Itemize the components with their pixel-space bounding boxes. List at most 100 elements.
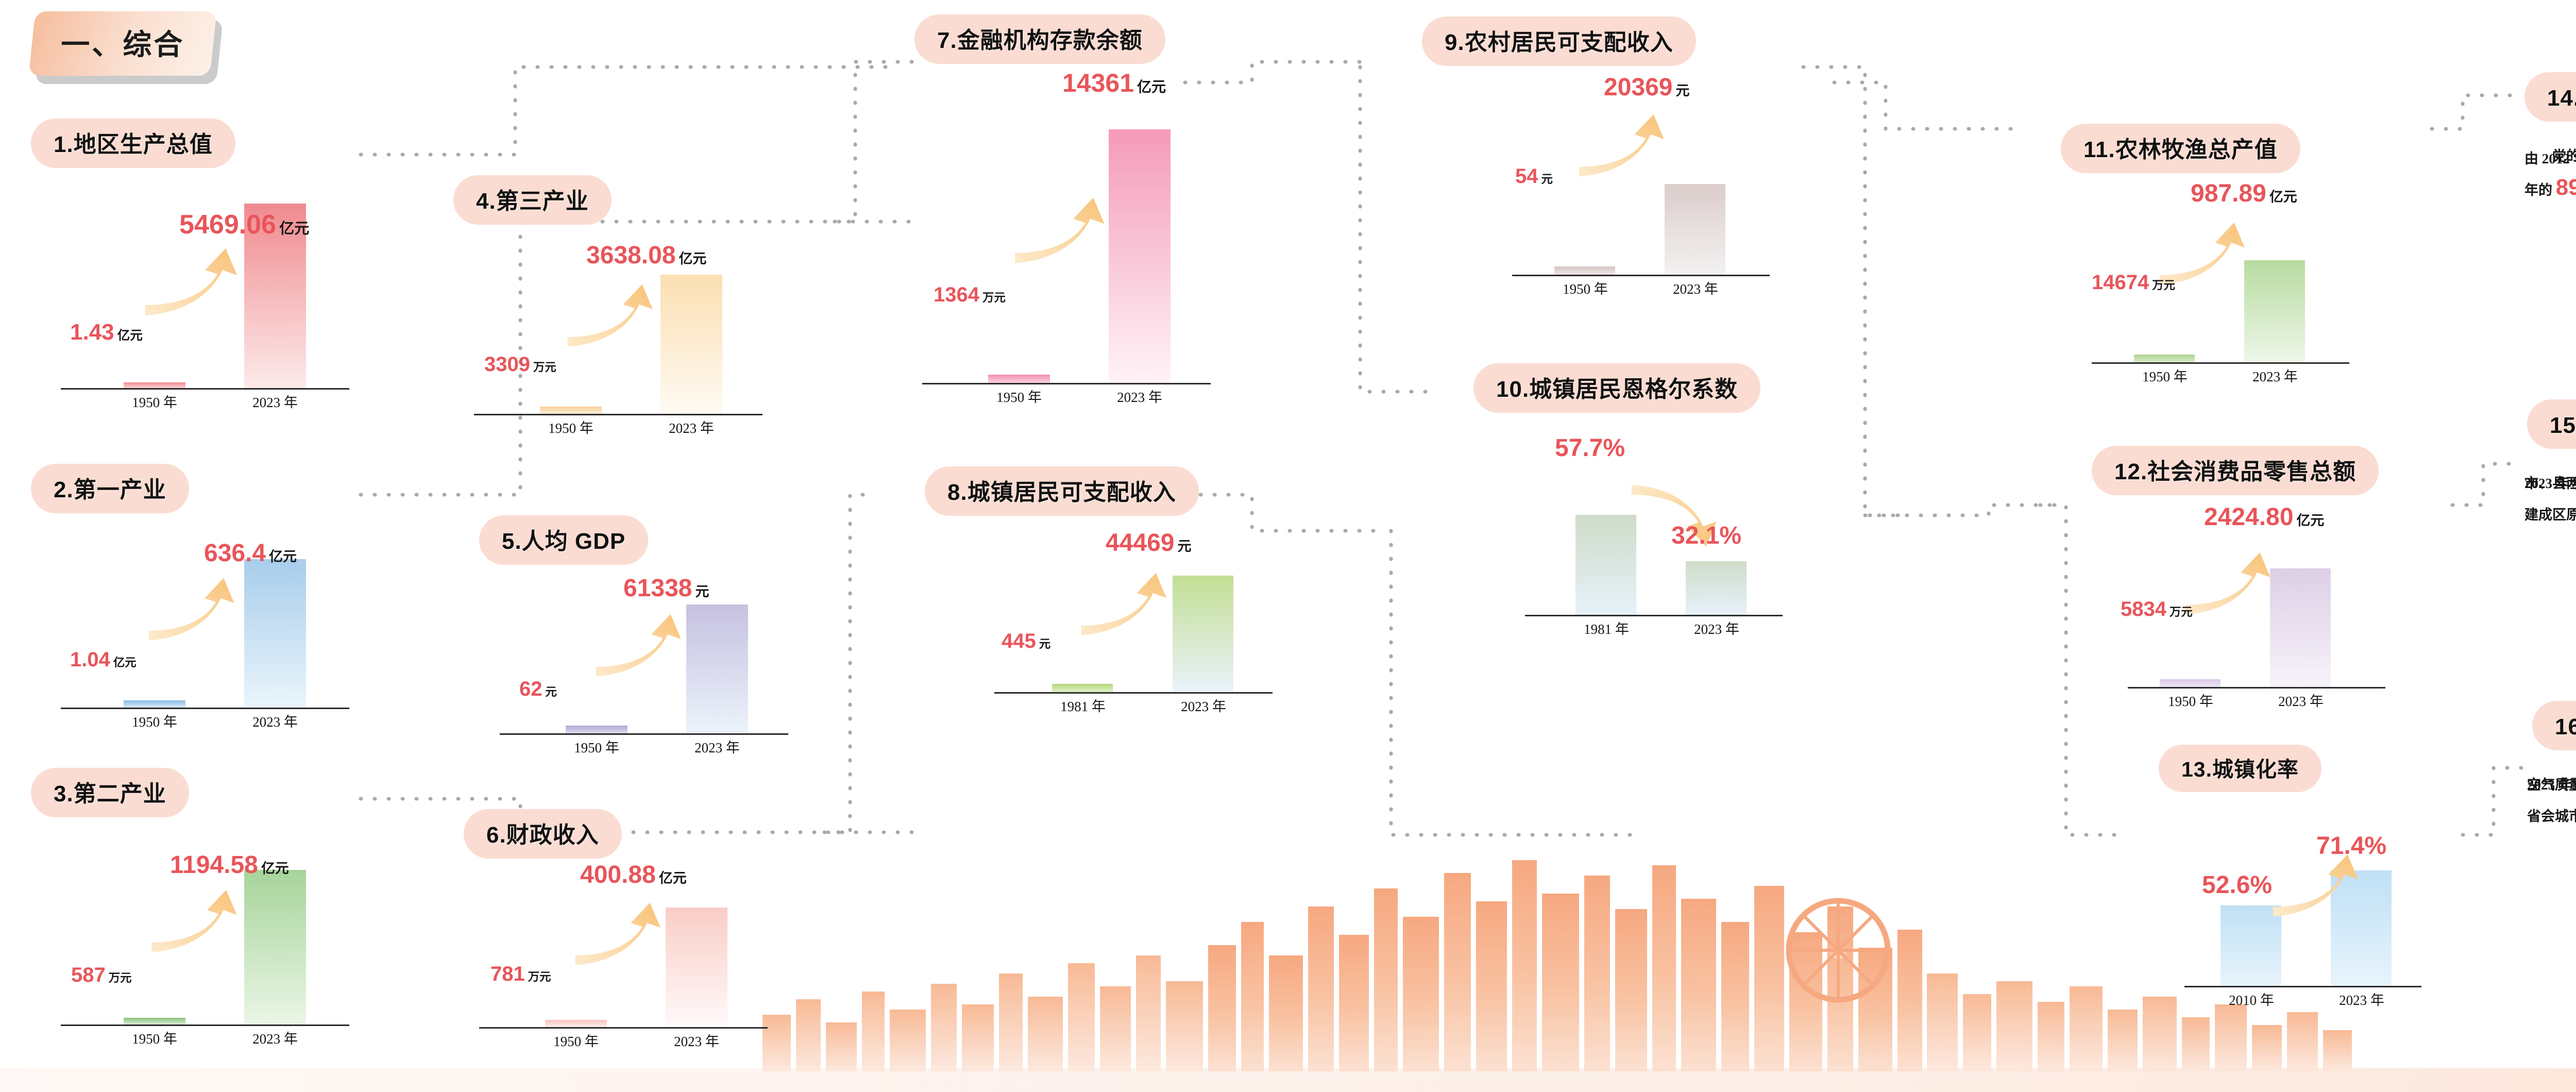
chart-11-bar-1 — [2244, 260, 2305, 362]
chart-11-xlabel-0: 1950 年 — [2142, 369, 2188, 384]
chart-10-xlabel-1: 2023 年 — [1694, 621, 1739, 637]
chart-7-xlabel-1: 2023 年 — [1117, 390, 1162, 405]
chart-6-value-1: 400.88 亿元 — [580, 861, 687, 888]
chart-1-bar-1 — [244, 204, 306, 388]
chart-11-value-1: 987.89 亿元 — [2191, 180, 2297, 207]
chart-8-trend-arrow — [1081, 573, 1166, 635]
chart-2-bar-1 — [244, 559, 306, 708]
chart-title-pill-7[interactable]: 7.金融机构存款余额 — [914, 14, 1165, 64]
chart-5-axis — [500, 733, 788, 735]
chart-12-bar-1 — [2270, 568, 2331, 687]
statement-16-line-2: 省会城市排名第 6 位。 — [2527, 799, 2576, 831]
section-heading-label: 一、综合 — [61, 29, 185, 61]
chart-1-axis — [61, 388, 349, 390]
chart-8-bar-1 — [1173, 576, 1233, 692]
chart-12-axis — [2128, 687, 2385, 688]
chart-title-11: 11.农林牧渔总产值 — [2083, 137, 2278, 162]
chart-11-value-0: 14674 万元 — [2092, 271, 2176, 294]
chart-5: 62 元 61338 元 1950 年 2023 年 — [500, 551, 799, 758]
chart-2-value-0: 1.04 亿元 — [70, 648, 137, 671]
chart-9-axis — [1512, 275, 1770, 276]
chart-8-xlabel-1: 2023 年 — [1181, 699, 1226, 714]
chart-9-bar-1 — [1665, 184, 1725, 275]
chart-title-pill-5[interactable]: 5.人均 GDP — [479, 515, 649, 565]
chart-7-axis — [922, 383, 1211, 384]
chart-9-xlabel-1: 2023 年 — [1673, 281, 1718, 297]
statement-title-pill-15[interactable]: 15.水质 — [2527, 399, 2576, 449]
chart-title-6: 6.财政收入 — [486, 822, 599, 848]
chart-10-value-1: 32.1% — [1671, 522, 1742, 549]
chart-3-bar-1 — [244, 870, 306, 1024]
chart-title-pill-2[interactable]: 2.第一产业 — [31, 464, 189, 513]
chart-10-value-0: 57.7% — [1555, 434, 1625, 462]
chart-6-bar-1 — [666, 908, 727, 1027]
chart-2-xlabel-0: 1950 年 — [132, 714, 177, 730]
chart-2-value-1: 636.4 亿元 — [204, 540, 297, 567]
chart-12-trend-arrow — [2185, 552, 2270, 615]
chart-4-xlabel-0: 1950 年 — [548, 421, 594, 436]
chart-13: 52.6% 71.4% 2010 年 2023 年 — [2184, 804, 2432, 1010]
chart-title-pill-6[interactable]: 6.财政收入 — [464, 809, 622, 859]
chart-7: 1364 万元 14361 亿元 1950 年 2023 年 — [922, 57, 1221, 407]
chart-11: 14674 万元 987.89 亿元 1950 年 2023 年 — [2092, 170, 2360, 387]
chart-title-pill-10[interactable]: 10.城镇居民恩格尔系数 — [1473, 363, 1761, 413]
chart-6-value-0: 781 万元 — [490, 963, 551, 985]
chart-2-xlabel-1: 2023 年 — [252, 714, 298, 730]
chart-9: 54 元 20369 元 1950 年 2023 年 — [1512, 72, 1780, 299]
chart-title-7: 7.金融机构存款余额 — [937, 28, 1143, 53]
chart-13-axis — [2184, 986, 2421, 987]
chart-12-xlabel-0: 1950 年 — [2168, 694, 2213, 709]
chart-1-xlabel-0: 1950 年 — [132, 395, 177, 410]
chart-6-axis — [479, 1027, 768, 1029]
chart-7-value-1: 14361 亿元 — [1062, 69, 1166, 97]
chart-title-pill-9[interactable]: 9.农村居民可支配收入 — [1422, 16, 1696, 66]
chart-4-xlabel-1: 2023 年 — [669, 421, 714, 436]
chart-title-pill-1[interactable]: 1.地区生产总值 — [31, 119, 235, 168]
chart-8-axis — [994, 692, 1273, 694]
chart-title-2: 2.第一产业 — [54, 477, 166, 502]
statement-title-pill-16[interactable]: 16.空气质量 — [2532, 701, 2576, 750]
statement-title-14: 14.年末常住人口 — [2547, 86, 2576, 111]
chart-4-value-1: 3638.08 亿元 — [586, 242, 707, 269]
chart-title-pill-11[interactable]: 11.农林牧渔总产值 — [2061, 124, 2300, 173]
chart-13-xlabel-0: 2010 年 — [2229, 993, 2274, 1008]
statement-title-pill-14[interactable]: 14.年末常住人口 — [2524, 72, 2576, 122]
chart-title-pill-13[interactable]: 13.城镇化率 — [2159, 745, 2321, 792]
statement-body-15: 2023 年全市主要流域地表水水质优良比例为 100%， 市、县两级饮用水水源水… — [2524, 466, 2576, 529]
statement-15-line-2: 建成区原有黑臭水体水质达标率 100%。 — [2524, 498, 2576, 529]
chart-title-pill-3[interactable]: 3.第二产业 — [31, 768, 189, 817]
chart-10-bar-1 — [1686, 561, 1747, 615]
chart-11-axis — [2092, 362, 2349, 364]
chart-title-9: 9.农村居民可支配收入 — [1445, 30, 1673, 55]
chart-9-value-0: 54 元 — [1515, 165, 1553, 188]
chart-8-value-1: 44469 元 — [1106, 529, 1192, 557]
statement-text: 空气质量在全国 168 个重点城市中排名第 — [2527, 777, 2576, 793]
chart-title-pill-4[interactable]: 4.第三产业 — [453, 175, 612, 225]
chart-1-value-1: 5469.06 亿元 — [179, 210, 310, 240]
statement-14-line-0: 党的十八大以来，南宁市年末常住人口 — [2524, 142, 2576, 171]
chart-7-bar-1 — [1109, 129, 1171, 383]
statement-text: 年的 — [2524, 182, 2556, 198]
chart-7-value-0: 1364 万元 — [934, 283, 1006, 306]
chart-4-value-0: 3309 万元 — [484, 353, 556, 376]
chart-5-value-1: 61338 元 — [623, 575, 709, 602]
statement-text: 由 2012 年的 — [2524, 151, 2576, 166]
chart-5-bar-1 — [686, 604, 748, 733]
chart-title-pill-12[interactable]: 12.社会消费品零售总额 — [2092, 446, 2379, 495]
chart-6-bar-0 — [545, 1020, 607, 1027]
chart-2-bar-0 — [124, 700, 185, 708]
chart-9-value-1: 20369 元 — [1604, 74, 1690, 101]
chart-title-pill-8[interactable]: 8.城镇居民可支配收入 — [925, 466, 1199, 516]
statement-title-15: 15.水质 — [2550, 413, 2576, 438]
chart-13-xlabel-1: 2023 年 — [2339, 993, 2384, 1008]
chart-1: 1.43 亿元 5469.06 亿元 1950 年 2023 年 — [61, 155, 354, 412]
statement-highlight-number: 894.08 — [2555, 175, 2576, 200]
chart-3-trend-arrow — [151, 889, 237, 952]
chart-6-xlabel-1: 2023 年 — [674, 1034, 719, 1049]
chart-6-xlabel-0: 1950 年 — [553, 1034, 599, 1049]
statement-16-line-1: 空气质量在全国 168 个重点城市中排名第 16 位， — [2527, 768, 2576, 799]
chart-3: 587 万元 1194.58 亿元 1950 年 2023 年 — [61, 801, 354, 1049]
chart-4-bar-1 — [660, 275, 722, 414]
